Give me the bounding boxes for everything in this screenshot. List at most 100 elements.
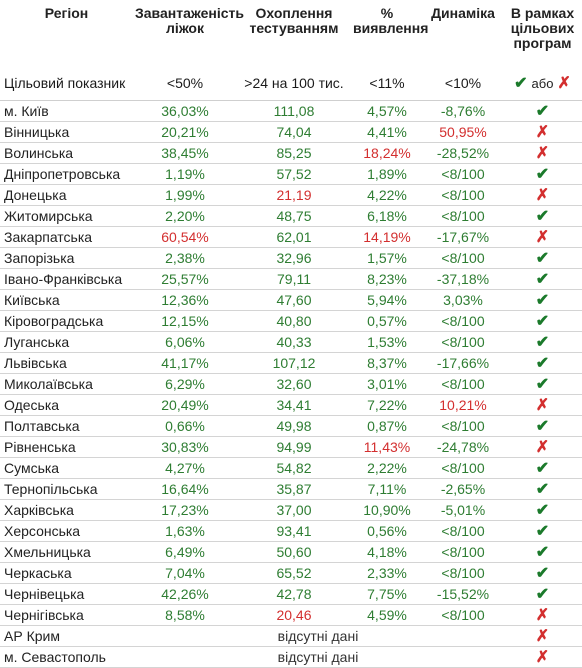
table-row: Полтавська 0,66% 49,98 0,87% <8/100 ✔ (0, 415, 582, 437)
check-icon: ✔ (535, 291, 550, 309)
bed-load-value: 42,26% (133, 583, 237, 605)
region-name: Київська (0, 289, 133, 311)
check-icon: ✔ (535, 249, 550, 267)
detection-value: 0,87% (351, 415, 423, 437)
program-status-cell: ✔ (503, 247, 582, 269)
target-legend: ✔ або ✗ (503, 66, 582, 101)
region-name: Сумська (0, 457, 133, 479)
target-row: Цільовий показник <50% >24 на 100 тис. <… (0, 66, 582, 101)
dynamics-value: <8/100 (423, 541, 503, 563)
detection-value: 6,18% (351, 205, 423, 227)
cross-icon: ✗ (557, 74, 571, 92)
dynamics-value: <8/100 (423, 331, 503, 353)
testing-value: 40,33 (237, 331, 351, 353)
bed-load-value: 2,20% (133, 205, 237, 227)
cross-icon: ✗ (535, 144, 550, 162)
cross-icon: ✗ (535, 648, 550, 666)
testing-value: 74,04 (237, 121, 351, 143)
check-icon: ✔ (535, 417, 550, 435)
header-row: Регіон Завантаженість ліжок Охоплення те… (0, 0, 582, 66)
cross-icon: ✗ (535, 627, 550, 645)
table-row: Луганська 6,06% 40,33 1,53% <8/100 ✔ (0, 331, 582, 353)
detection-value: 1,89% (351, 163, 423, 185)
testing-value: 32,60 (237, 373, 351, 395)
detection-value: 18,24% (351, 142, 423, 164)
bed-load-value: 20,21% (133, 121, 237, 143)
table-row: м. Київ 36,03% 111,08 4,57% -8,76% ✔ (0, 100, 582, 122)
dynamics-value: <8/100 (423, 247, 503, 269)
detection-value: 4,57% (351, 100, 423, 122)
program-status-cell: ✔ (503, 499, 582, 521)
table-row: Житомирська 2,20% 48,75 6,18% <8/100 ✔ (0, 205, 582, 227)
check-icon: ✔ (535, 564, 550, 582)
testing-value: 42,78 (237, 583, 351, 605)
table-row: Черкаська 7,04% 65,52 2,33% <8/100 ✔ (0, 562, 582, 584)
cross-icon: ✗ (535, 228, 550, 246)
no-data-note: відсутні дані (133, 646, 503, 668)
table-row: Сумська 4,27% 54,82 2,22% <8/100 ✔ (0, 457, 582, 479)
testing-value: 34,41 (237, 394, 351, 416)
table-row: Чернівецька 42,26% 42,78 7,75% -15,52% ✔ (0, 583, 582, 605)
table-row: Одеська 20,49% 34,41 7,22% 10,21% ✗ (0, 394, 582, 416)
bed-load-value: 6,49% (133, 541, 237, 563)
detection-value: 7,11% (351, 478, 423, 500)
testing-value: 57,52 (237, 163, 351, 185)
dynamics-value: <8/100 (423, 604, 503, 626)
check-icon: ✔ (535, 354, 550, 372)
target-dynamics: <10% (423, 66, 503, 101)
detection-value: 11,43% (351, 436, 423, 458)
table-row: Вінницька 20,21% 74,04 4,41% 50,95% ✗ (0, 121, 582, 143)
bed-load-value: 12,36% (133, 289, 237, 311)
header-testing-coverage: Охоплення тестуванням (249, 5, 339, 36)
check-icon: ✔ (535, 102, 550, 120)
dynamics-value: 50,95% (423, 121, 503, 143)
region-name: Запорізька (0, 247, 133, 269)
detection-value: 8,37% (351, 352, 423, 374)
region-name: Миколаївська (0, 373, 133, 395)
bed-load-value: 60,54% (133, 226, 237, 248)
bed-load-value: 41,17% (133, 352, 237, 374)
bed-load-value: 17,23% (133, 499, 237, 521)
bed-load-value: 1,99% (133, 184, 237, 206)
dynamics-value: -37,18% (423, 268, 503, 290)
testing-value: 35,87 (237, 478, 351, 500)
dynamics-value: <8/100 (423, 457, 503, 479)
header-bed-load: Завантаженість ліжок (135, 5, 244, 36)
check-icon: ✔ (535, 312, 550, 330)
testing-value: 21,19 (237, 184, 351, 206)
table-row: Хмельницька 6,49% 50,60 4,18% <8/100 ✔ (0, 541, 582, 563)
program-status-cell: ✔ (503, 415, 582, 437)
region-name: Харківська (0, 499, 133, 521)
detection-value: 1,53% (351, 331, 423, 353)
table-row: Херсонська 1,63% 93,41 0,56% <8/100 ✔ (0, 520, 582, 542)
region-name: Рівненська (0, 436, 133, 458)
bed-load-value: 30,83% (133, 436, 237, 458)
table-row: Київська 12,36% 47,60 5,94% 3,03% ✔ (0, 289, 582, 311)
testing-value: 54,82 (237, 457, 351, 479)
dynamics-value: <8/100 (423, 205, 503, 227)
detection-value: 1,57% (351, 247, 423, 269)
cross-icon: ✗ (535, 606, 550, 624)
bed-load-value: 6,29% (133, 373, 237, 395)
testing-value: 37,00 (237, 499, 351, 521)
program-status-cell: ✗ (503, 436, 582, 458)
program-status-cell: ✗ (503, 184, 582, 206)
region-name: Житомирська (0, 205, 133, 227)
table-row: АР Крим відсутні дані ✗ (0, 625, 582, 647)
region-name: Черкаська (0, 562, 133, 584)
bed-load-value: 20,49% (133, 394, 237, 416)
bed-load-value: 1,63% (133, 520, 237, 542)
region-name: м. Київ (0, 100, 133, 122)
check-icon: ✔ (535, 207, 550, 225)
table-row: Львівська 41,17% 107,12 8,37% -17,66% ✔ (0, 352, 582, 374)
program-status-cell: ✗ (503, 625, 582, 647)
bed-load-value: 16,64% (133, 478, 237, 500)
dynamics-value: -17,67% (423, 226, 503, 248)
table-row: Закарпатська 60,54% 62,01 14,19% -17,67% ✗ (0, 226, 582, 248)
dynamics-value: -5,01% (423, 499, 503, 521)
dynamics-value: -8,76% (423, 100, 503, 122)
testing-value: 40,80 (237, 310, 351, 332)
program-status-cell: ✔ (503, 352, 582, 374)
target-load: <50% (133, 66, 237, 101)
target-testing: >24 на 100 тис. (237, 66, 351, 101)
